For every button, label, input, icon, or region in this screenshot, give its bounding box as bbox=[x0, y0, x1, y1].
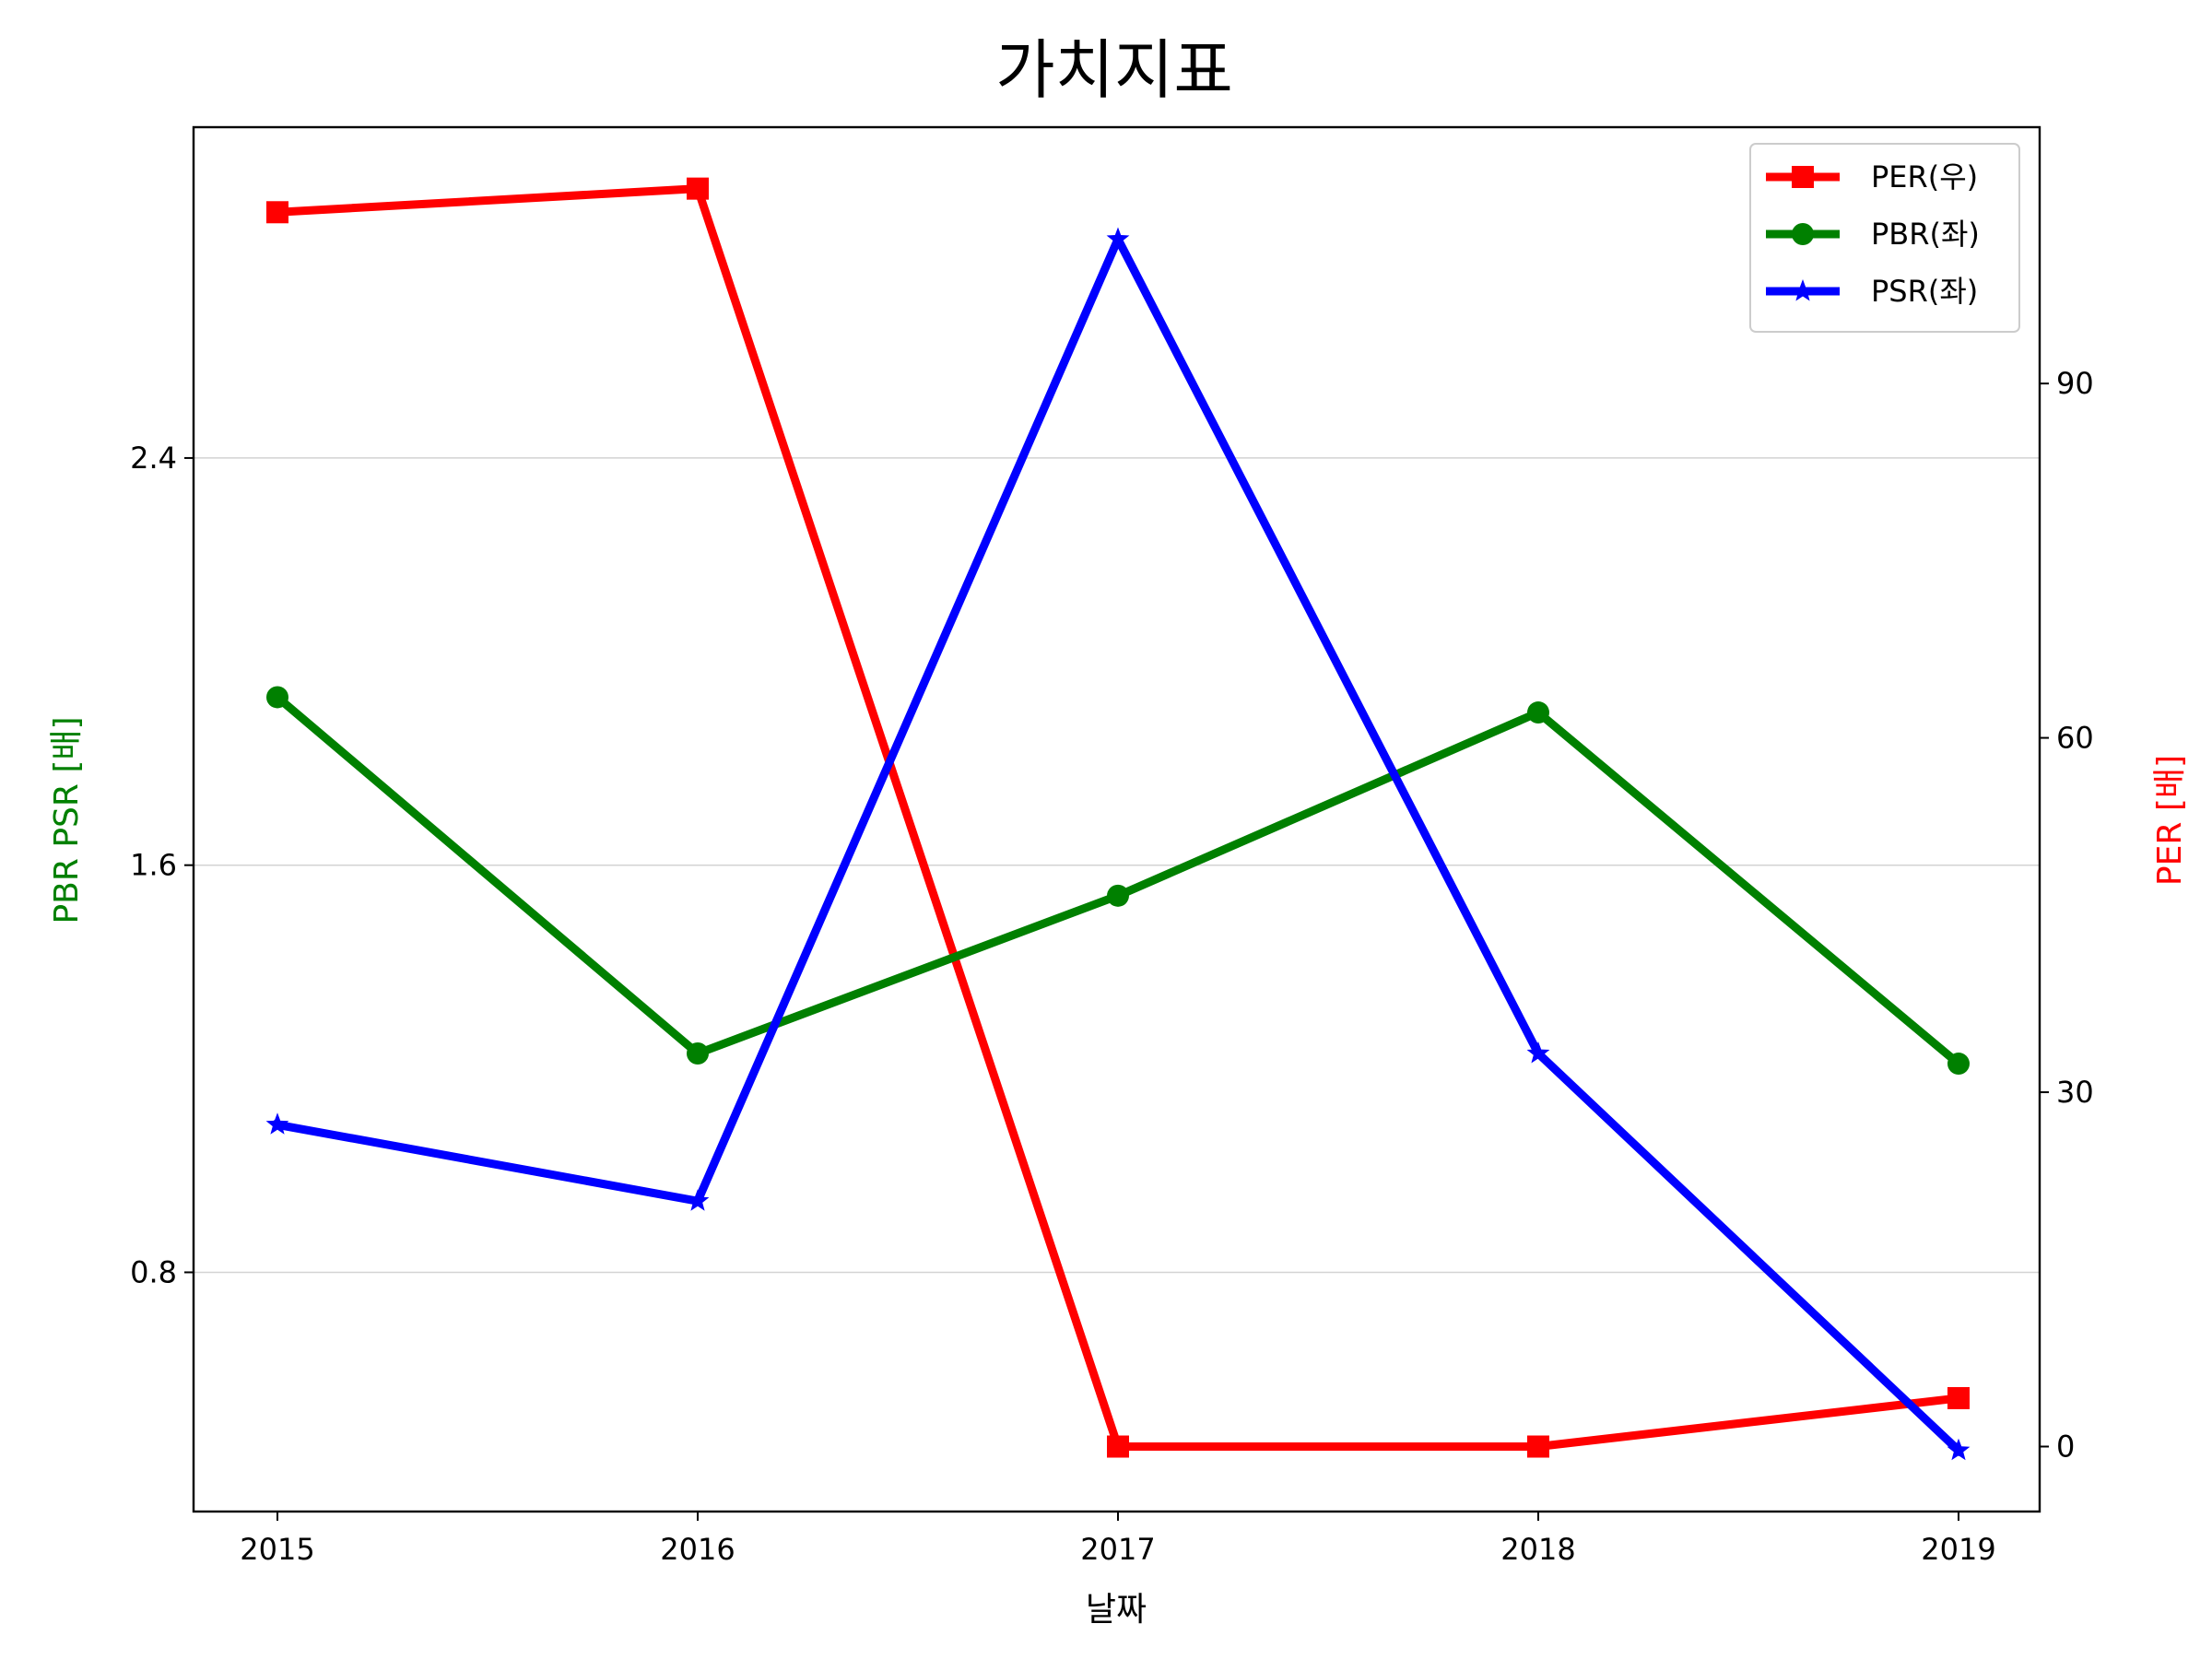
legend-frame bbox=[1749, 143, 2020, 333]
data-point-pbr bbox=[1107, 884, 1129, 907]
data-point-pbr bbox=[687, 1042, 709, 1065]
right-tick-label: 30 bbox=[2056, 1075, 2094, 1110]
chart-title: 가치지표 bbox=[995, 32, 1233, 108]
data-point-psr bbox=[1947, 1438, 1971, 1461]
left-y-axis-title: PBR PSR [배] bbox=[48, 716, 86, 924]
data-point-psr bbox=[265, 1112, 289, 1135]
left-tick-label: 2.4 bbox=[130, 441, 177, 476]
series-pbr bbox=[266, 686, 1970, 1076]
legend-label-psr: PSR(좌) bbox=[1871, 274, 1978, 309]
data-point-psr bbox=[1106, 227, 1130, 249]
legend-label-pbr: PBR(좌) bbox=[1871, 217, 1980, 252]
x-tick-label: 2015 bbox=[240, 1532, 314, 1567]
series-lines bbox=[265, 177, 1971, 1461]
data-point-per bbox=[1947, 1386, 1970, 1409]
data-point-pbr bbox=[266, 686, 288, 709]
data-point-per bbox=[266, 201, 288, 224]
x-axis-title: 날짜 bbox=[1086, 1591, 1147, 1629]
left-tick-label: 1.6 bbox=[130, 848, 177, 883]
right-tick-label: 90 bbox=[2056, 366, 2094, 401]
legend-marker-psr bbox=[1791, 279, 1815, 301]
right-y-axis: 0 30 60 90 bbox=[2040, 366, 2094, 1465]
legend-marker-per bbox=[1792, 166, 1814, 188]
x-tick-label: 2017 bbox=[1080, 1532, 1155, 1567]
left-y-axis: 0.8 1.6 2.4 bbox=[130, 441, 194, 1289]
series-psr bbox=[265, 227, 1971, 1461]
plot-area-frame bbox=[192, 125, 2041, 1513]
legend: PER(우) PBR(좌) PSR(좌) bbox=[1749, 143, 2020, 333]
x-axis: 2015 2016 2017 2018 2019 bbox=[240, 1512, 1996, 1567]
legend-label-per: PER(우) bbox=[1871, 159, 1978, 194]
x-tick-label: 2018 bbox=[1500, 1532, 1575, 1567]
left-tick-label: 0.8 bbox=[130, 1254, 177, 1289]
legend-marker-pbr bbox=[1792, 223, 1814, 245]
data-point-psr bbox=[1526, 1041, 1550, 1064]
data-point-psr bbox=[686, 1189, 710, 1211]
legend-item-per: PER(우) bbox=[1766, 159, 1978, 194]
x-tick-label: 2019 bbox=[1921, 1532, 1995, 1567]
legend-item-pbr: PBR(좌) bbox=[1766, 217, 1980, 252]
data-point-per bbox=[1527, 1435, 1549, 1458]
data-point-per bbox=[1107, 1435, 1129, 1458]
legend-item-psr: PSR(좌) bbox=[1766, 274, 1978, 309]
data-point-pbr bbox=[1527, 701, 1549, 724]
right-y-axis-title: PER [배] bbox=[2151, 755, 2189, 886]
series-per bbox=[266, 177, 1970, 1458]
data-point-pbr bbox=[1947, 1053, 1970, 1076]
x-tick-label: 2016 bbox=[660, 1532, 735, 1567]
data-point-per bbox=[687, 177, 709, 200]
right-tick-label: 0 bbox=[2056, 1430, 2075, 1465]
right-tick-label: 60 bbox=[2056, 721, 2094, 756]
gridlines bbox=[194, 457, 2040, 1274]
